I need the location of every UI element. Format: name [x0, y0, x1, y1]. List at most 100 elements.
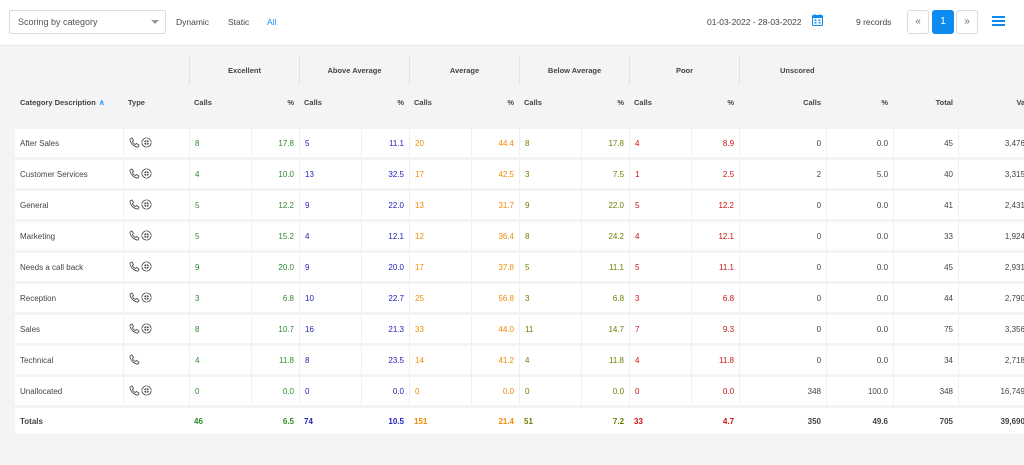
unscored-calls-header[interactable]: Calls	[739, 85, 827, 120]
scoring-table-container: Excellent Above Average Average Below Av…	[15, 55, 1024, 455]
totals-above-average-pct: 10.5	[361, 408, 409, 434]
unscored-calls: 0	[739, 315, 827, 346]
category-name[interactable]: General	[15, 191, 123, 222]
pager-prev-button[interactable]: «	[907, 10, 929, 34]
filter-dynamic[interactable]: Dynamic	[176, 17, 210, 27]
unscored-pct-header[interactable]: %	[826, 85, 894, 120]
average-calls: 33	[409, 315, 471, 346]
average-pct-header[interactable]: %	[471, 85, 520, 120]
category-name[interactable]: Unallocated	[15, 377, 123, 408]
above-average-pct: 22.0	[361, 191, 409, 222]
unscored-pct: 0.0	[826, 222, 894, 253]
above-average-pct: 23.5	[361, 346, 409, 377]
below-average-pct: 24.2	[581, 222, 630, 253]
pager-page-1[interactable]: 1	[932, 10, 954, 34]
unscored-calls: 2	[739, 160, 827, 191]
web-call-icon	[141, 136, 152, 150]
category-name[interactable]: Technical	[15, 346, 123, 377]
above-average-pct: 11.1	[361, 129, 409, 160]
total-cell: 40	[893, 160, 959, 191]
table-row[interactable]: After Sales 8 17.8 5 11.1 20 44.4 8 17.8 4 8.9 0 0.0…	[15, 129, 1024, 160]
filter-static[interactable]: Static	[228, 17, 250, 27]
value-cell: 3,315.00	[958, 160, 1024, 191]
scoring-select[interactable]: Scoring by category	[9, 10, 166, 34]
type-cell	[123, 377, 189, 408]
group-above-average: Above Average	[299, 55, 409, 85]
unscored-calls: 0	[739, 129, 827, 160]
table-row[interactable]: Technical 4 11.8 8 23.5 14 41.2 4 11.8 4 11.8 0 0.0 3…	[15, 346, 1024, 377]
excellent-calls-header[interactable]: Calls	[189, 85, 251, 120]
calendar-icon[interactable]	[812, 14, 823, 26]
category-name[interactable]: Needs a call back	[15, 253, 123, 284]
excellent-pct: 15.2	[251, 222, 299, 253]
phone-icon	[129, 229, 140, 243]
average-calls: 25	[409, 284, 471, 315]
table-row[interactable]: Marketing 5 15.2 4 12.1 12 36.4 8 24.2 4 12.1 0 0.0 3…	[15, 222, 1024, 253]
poor-pct-header[interactable]: %	[691, 85, 740, 120]
excellent-calls: 9	[189, 253, 251, 284]
type-header[interactable]: Type	[123, 85, 189, 120]
table-row[interactable]: Customer Services 4 10.0 13 32.5 17 42.5 3 7.5 1 2…	[15, 160, 1024, 191]
group-excellent: Excellent	[189, 55, 299, 85]
category-name[interactable]: Reception	[15, 284, 123, 315]
above-average-pct: 32.5	[361, 160, 409, 191]
below-average-pct: 17.8	[581, 129, 630, 160]
average-calls: 17	[409, 253, 471, 284]
group-header-row: Excellent Above Average Average Below Av…	[15, 55, 1024, 85]
excellent-calls: 5	[189, 222, 251, 253]
category-name[interactable]: After Sales	[15, 129, 123, 160]
category-name[interactable]: Sales	[15, 315, 123, 346]
excellent-pct: 20.0	[251, 253, 299, 284]
hamburger-menu-icon[interactable]	[992, 16, 1005, 27]
filter-all[interactable]: All	[267, 17, 277, 27]
sort-ascending-icon[interactable]: ∧	[98, 98, 105, 107]
below-average-pct-header[interactable]: %	[581, 85, 630, 120]
below-average-calls-header[interactable]: Calls	[519, 85, 582, 120]
table-row[interactable]: Needs a call back 9 20.0 9 20.0 17 37.8 5 11.1 5 1…	[15, 253, 1024, 284]
average-calls: 17	[409, 160, 471, 191]
totals-excellent-pct: 6.5	[251, 408, 299, 434]
table-row[interactable]: Unallocated 0 0.0 0 0.0 0 0.0 0 0.0 0 0.0 348 100.0 3…	[15, 377, 1024, 408]
excellent-pct-header[interactable]: %	[251, 85, 299, 120]
table-row[interactable]: Sales 8 10.7 16 21.3 33 44.0 11 14.7 7 9.3 0 0.0 75 3,…	[15, 315, 1024, 346]
above-average-calls: 16	[299, 315, 361, 346]
pager-next-button[interactable]: »	[956, 10, 978, 34]
category-name[interactable]: Customer Services	[15, 160, 123, 191]
above-average-pct: 0.0	[361, 377, 409, 408]
totals-below-average-pct: 7.2	[581, 408, 630, 434]
phone-icon	[129, 322, 140, 336]
above-average-calls: 10	[299, 284, 361, 315]
total-cell: 41	[893, 191, 959, 222]
average-pct: 44.0	[471, 315, 520, 346]
web-call-icon	[141, 384, 152, 398]
category-header[interactable]: Category Description ∧	[15, 85, 123, 120]
above-average-pct: 22.7	[361, 284, 409, 315]
totals-row: Totals 46 6.5 74 10.5 151 21.4 51 7.2 33…	[15, 408, 1024, 434]
value-cell: 2,790.00	[958, 284, 1024, 315]
column-header-row: Category Description ∧ Type Calls % Calls…	[15, 85, 1024, 120]
category-name[interactable]: Marketing	[15, 222, 123, 253]
below-average-pct: 7.5	[581, 160, 630, 191]
total-header[interactable]: Total	[893, 85, 959, 120]
value-cell: 2,931.00	[958, 253, 1024, 284]
average-calls-header[interactable]: Calls	[409, 85, 471, 120]
value-header[interactable]: Value	[958, 85, 1024, 120]
unscored-calls: 0	[739, 346, 827, 377]
excellent-pct: 0.0	[251, 377, 299, 408]
web-call-icon	[141, 291, 152, 305]
poor-calls: 0	[629, 377, 692, 408]
total-cell: 348	[893, 377, 959, 408]
above-average-pct-header[interactable]: %	[361, 85, 409, 120]
date-range[interactable]: 01-03-2022 - 28-03-2022	[707, 17, 802, 27]
type-icons	[129, 229, 152, 243]
unscored-pct: 0.0	[826, 284, 894, 315]
above-average-calls: 8	[299, 346, 361, 377]
unscored-pct: 0.0	[826, 315, 894, 346]
above-average-calls-header[interactable]: Calls	[299, 85, 361, 120]
poor-pct: 8.9	[691, 129, 740, 160]
table-row[interactable]: General 5 12.2 9 22.0 13 31.7 9 22.0 5 12.2 0 0.0 41 2…	[15, 191, 1024, 222]
excellent-pct: 10.7	[251, 315, 299, 346]
poor-calls-header[interactable]: Calls	[629, 85, 692, 120]
totals-value: 39,690.00	[958, 408, 1024, 434]
table-row[interactable]: Reception 3 6.8 10 22.7 25 56.8 3 6.8 3 6.8 0 0.0 44 2…	[15, 284, 1024, 315]
